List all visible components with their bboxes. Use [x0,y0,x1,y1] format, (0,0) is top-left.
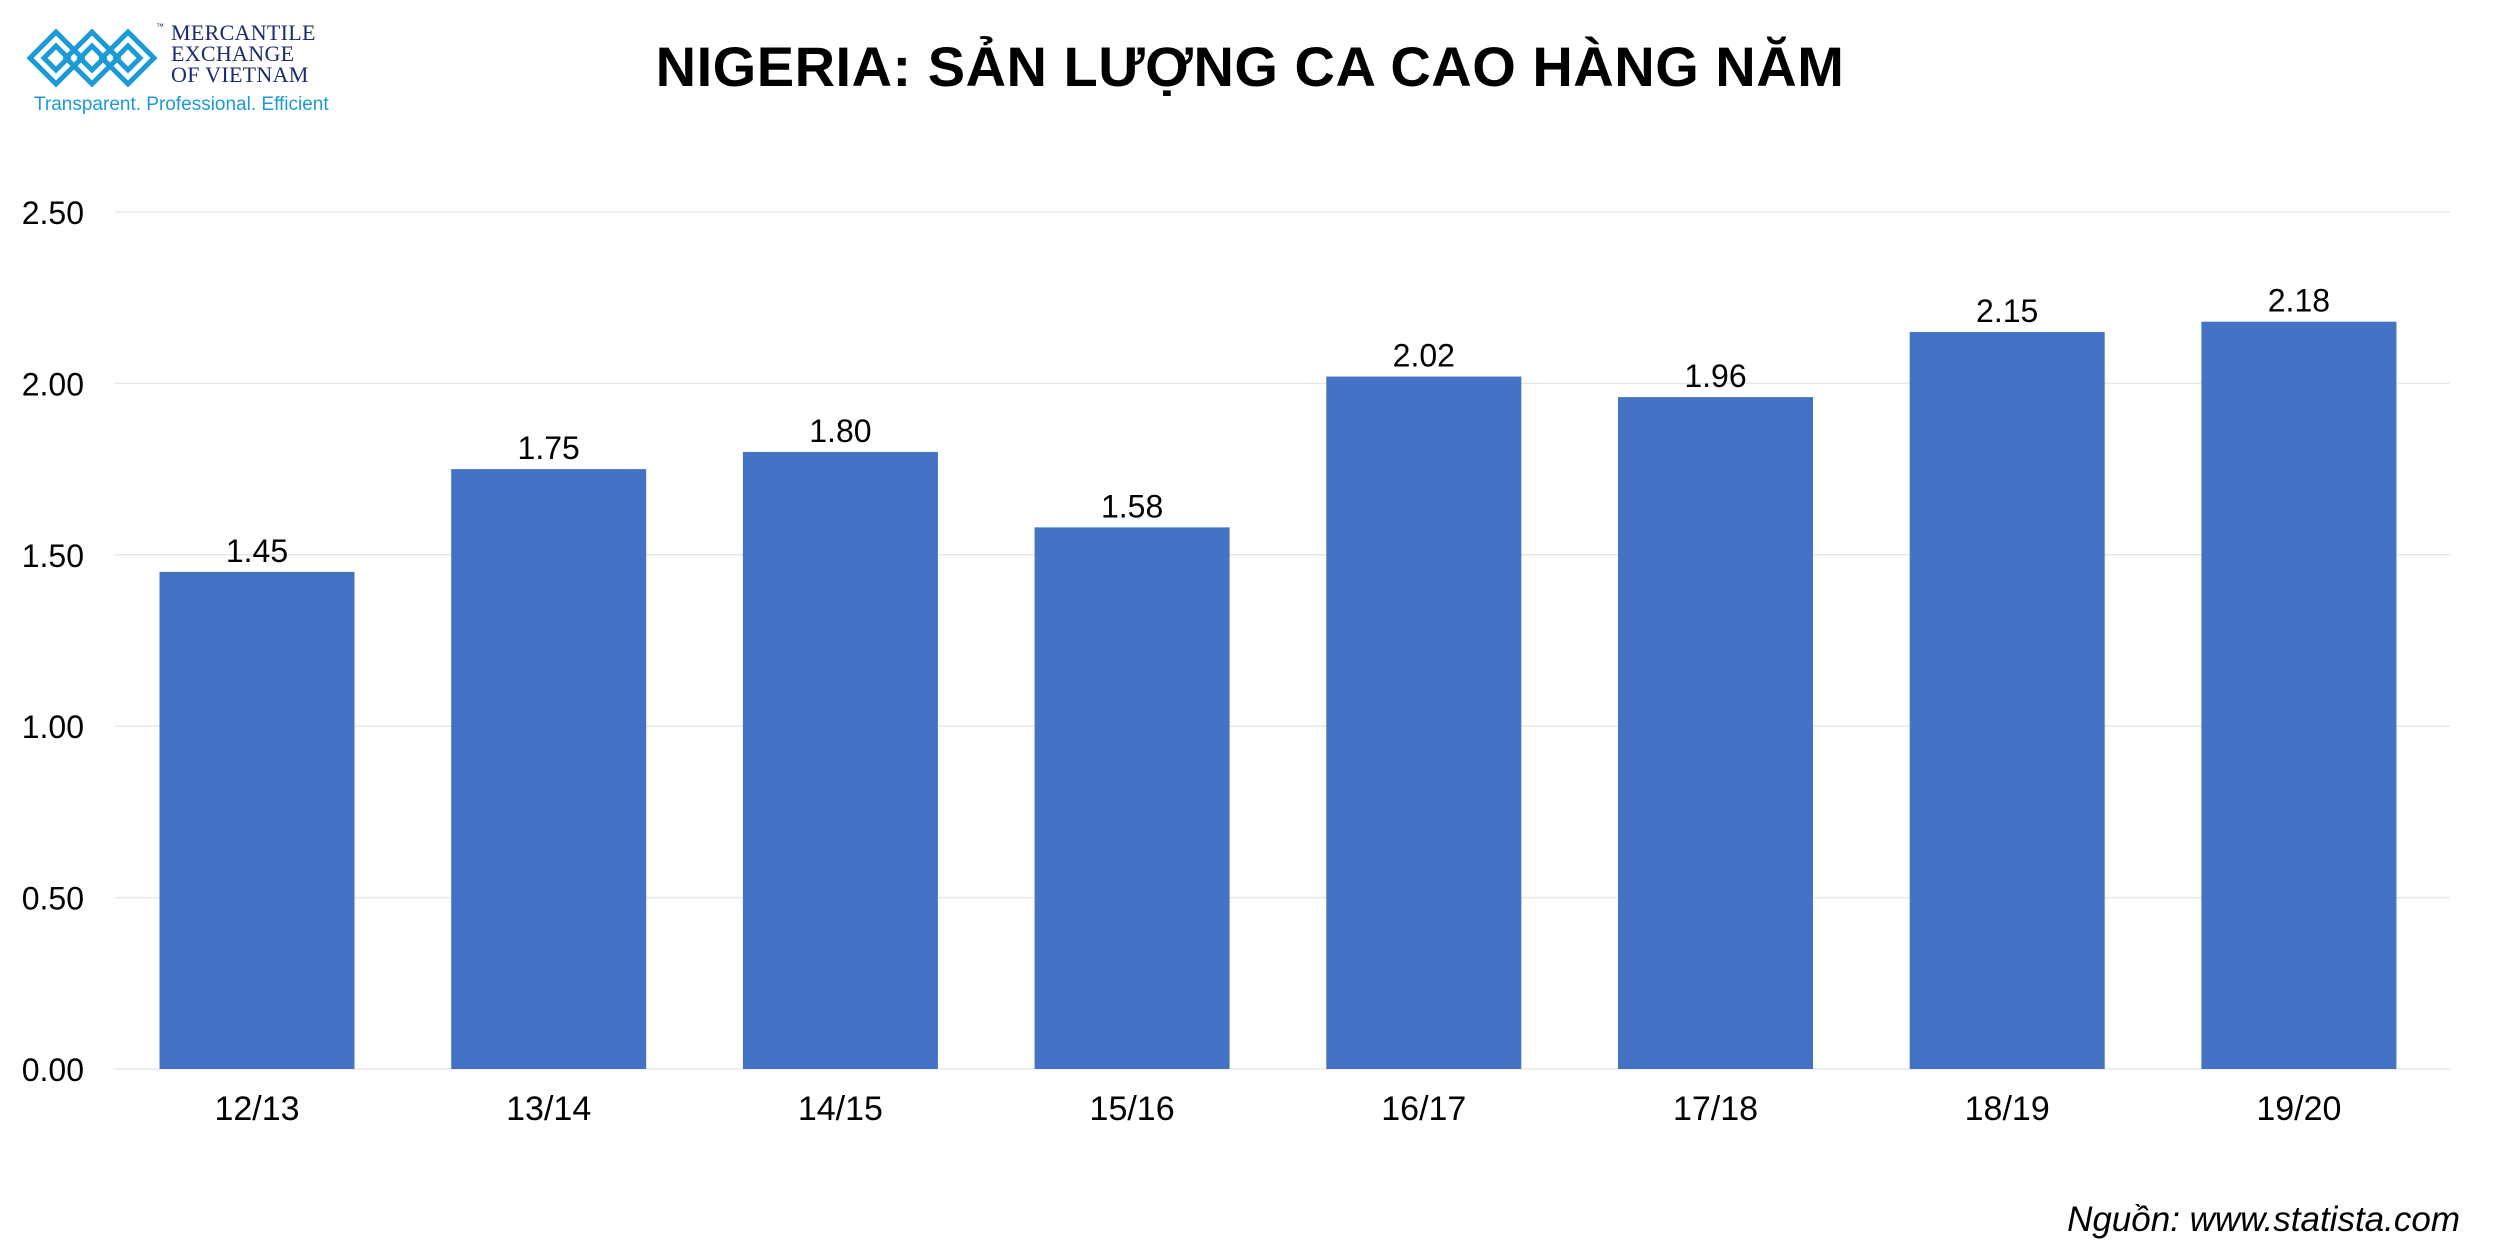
y-tick-label: 1.00 [22,709,84,745]
x-tick-label: 17/18 [1673,1090,1758,1128]
logo-tagline: Transparent. Professional. Efficient [34,94,329,115]
y-tick-label: 0.00 [22,1052,84,1088]
data-label: 2.02 [1393,338,1455,374]
data-label: 1.80 [809,413,871,449]
chart-title: NIGERIA: SẢN LƯỢNG CA CAO HÀNG NĂM [655,35,1845,98]
data-label: 1.58 [1101,488,1163,524]
data-label: 2.18 [2268,283,2330,319]
vmex-logo-icon [26,28,158,88]
y-tick-label: 2.00 [22,366,84,402]
bar [742,451,938,1070]
data-labels: 1.45 1.75 1.80 1.58 2.02 1.96 2.15 2.18 [226,283,2330,569]
data-label: 1.75 [518,430,580,466]
x-axis-ticks: 12/13 13/14 14/15 15/16 16/17 17/18 18/19 19/20 [214,1090,2341,1128]
source-note: Nguồn: www.statista.com [2067,1200,2460,1239]
bar [451,469,647,1070]
bar [159,571,355,1069]
bar [1034,527,1230,1069]
x-tick-label: 13/14 [506,1090,591,1128]
bar [1909,331,2105,1070]
logo-trademark: ™ [156,22,164,31]
x-tick-label: 18/19 [1965,1090,2050,1128]
y-axis-ticks: 0.00 0.50 1.00 1.50 2.00 2.50 [22,195,84,1088]
y-tick-label: 0.50 [22,881,84,917]
data-label: 2.15 [1976,293,2038,329]
bar [1618,397,1813,1069]
x-tick-label: 19/20 [2256,1090,2341,1128]
logo-text-line-2: EXCHANGE [171,41,295,66]
logo-text-line-3: OF VIETNAM [171,62,309,87]
data-label: 1.96 [1684,358,1746,394]
bars [159,321,2397,1070]
x-tick-label: 12/13 [214,1090,299,1128]
x-tick-label: 16/17 [1381,1090,1466,1128]
x-tick-label: 15/16 [1090,1090,1175,1128]
logo: ™ MERCANTILE EXCHANGE OF VIETNAM Transpa… [26,20,356,120]
data-label: 1.45 [226,533,288,569]
logo-text-line-1: MERCANTILE [171,20,316,45]
bar [2201,321,2397,1069]
y-tick-label: 2.50 [22,195,84,231]
x-tick-label: 14/15 [798,1090,883,1128]
bar [1326,376,1522,1069]
y-tick-label: 1.50 [22,538,84,574]
